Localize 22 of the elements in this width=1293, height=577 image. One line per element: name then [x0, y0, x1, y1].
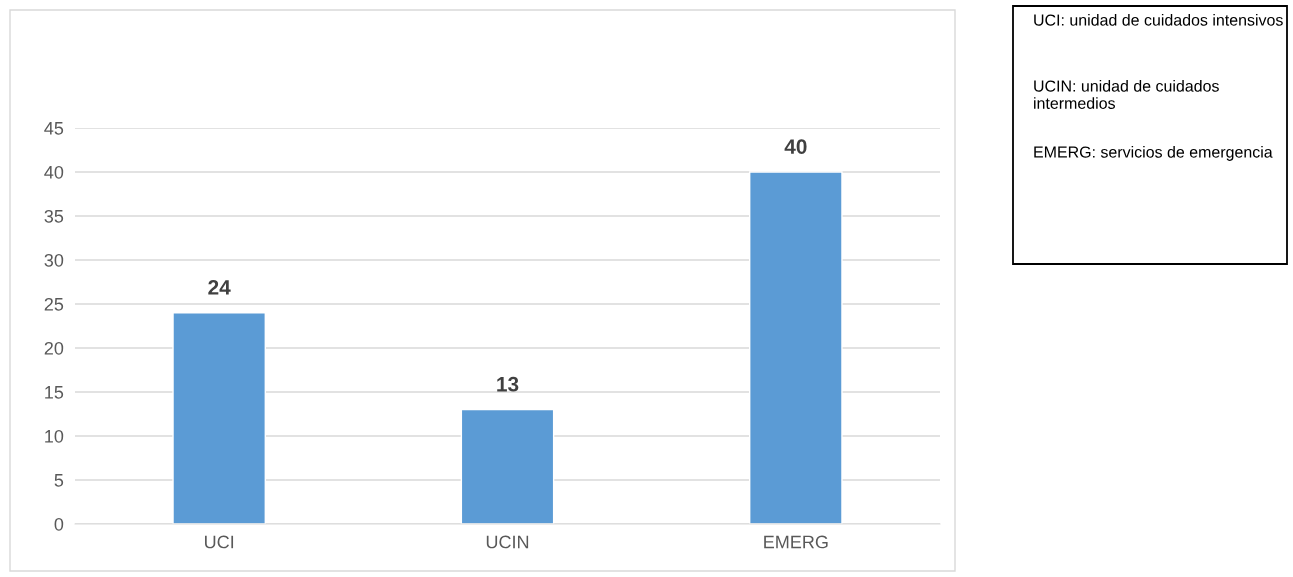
y-tick-label: 20	[44, 341, 64, 355]
data-label: 24	[208, 280, 231, 295]
x-tick-label: UCI	[205, 535, 234, 549]
y-tick-label: 10	[45, 429, 64, 443]
bar	[749, 171, 843, 524]
y-tick-label: 25	[44, 297, 64, 311]
bar	[460, 408, 555, 524]
y-tick-label: 30	[44, 253, 64, 267]
text: EMERG: servicios de emergencia	[1034, 146, 1273, 161]
data-label: 13	[497, 376, 519, 392]
x-tick-label: EMERG	[764, 535, 828, 549]
text: UCIN: unidad de cuidados intermedios	[1034, 80, 1219, 109]
y-tick-label: 40	[44, 165, 64, 179]
x-tick-label: UCIN	[486, 535, 529, 549]
y-tick-label: 15	[45, 386, 64, 399]
text: UCI: unidad de cuidados intensivos	[1034, 14, 1283, 26]
y-tick-label: 45	[44, 122, 64, 135]
data-label: 40	[784, 139, 807, 154]
y-tick-label: 0	[54, 517, 64, 531]
y-tick-label: 5	[54, 474, 64, 487]
y-tick-label: 35	[44, 209, 64, 223]
bar	[172, 312, 266, 524]
